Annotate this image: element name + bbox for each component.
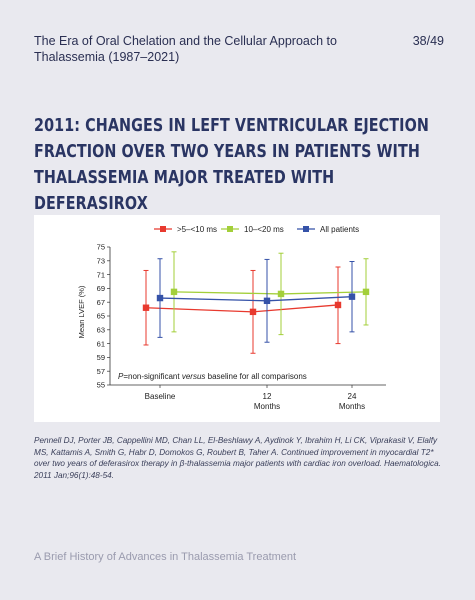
data-point — [170, 288, 178, 296]
y-tick-label: 65 — [97, 312, 105, 321]
y-ticks: 55 57 59 61 63 65 67 69 71 73 75 — [97, 243, 110, 390]
legend-label: >5–<10 ms — [177, 225, 217, 234]
slide-header: The Era of Oral Chelation and the Cellul… — [34, 33, 444, 65]
note-part: P — [118, 372, 124, 381]
chart-panel: >5–<10 ms 10–<20 ms All patients Mean LVEF… — [34, 215, 440, 422]
x-tick-label-sub: Months — [254, 402, 280, 411]
footer-text: A Brief History of Advances in Thalassem… — [34, 551, 297, 563]
data-point — [249, 308, 257, 316]
y-tick-label: 61 — [97, 339, 105, 348]
series-1 — [170, 251, 370, 336]
slide-title: 2011: Changes in left ventricular ejecti… — [34, 116, 429, 214]
note-part: versus — [182, 372, 206, 381]
series-group — [142, 251, 370, 354]
axes — [109, 247, 386, 386]
y-tick-label: 69 — [97, 284, 105, 293]
note-part: =non-significant — [123, 372, 181, 381]
deck-title: The Era of Oral Chelation and the Cellul… — [34, 34, 337, 64]
data-point — [362, 288, 370, 296]
series-line — [145, 304, 339, 313]
x-tick-label: 24 — [348, 392, 357, 401]
series-line — [159, 296, 353, 302]
data-point — [156, 294, 164, 302]
legend: >5–<10 ms 10–<20 ms All patients — [154, 225, 359, 234]
lvef-chart: >5–<10 ms 10–<20 ms All patients Mean LVEF… — [77, 225, 386, 411]
note-part: baseline for all comparisons — [205, 372, 306, 381]
series-0 — [142, 266, 342, 354]
y-tick-label: 55 — [97, 381, 105, 390]
y-axis-label: Mean LVEF (%) — [77, 285, 86, 338]
page-number: 38/49 — [412, 34, 444, 48]
data-point — [277, 290, 285, 298]
legend-label: All patients — [320, 225, 359, 234]
legend-label: 10–<20 ms — [244, 225, 284, 234]
data-point — [334, 301, 342, 309]
y-tick-label: 59 — [97, 353, 105, 362]
x-tick-label-sub: Months — [339, 402, 365, 411]
x-tick-label: 12 — [263, 392, 272, 401]
legend-marker — [160, 226, 166, 232]
series-line — [173, 291, 367, 295]
legend-marker — [303, 226, 309, 232]
data-point — [348, 293, 356, 300]
x-tick-label: Baseline — [145, 392, 176, 401]
legend-marker — [227, 226, 233, 232]
data-point — [142, 304, 150, 311]
y-tick-label: 63 — [97, 326, 105, 335]
y-tick-label: 75 — [97, 243, 105, 252]
data-point — [263, 297, 271, 305]
y-tick-label: 71 — [97, 270, 105, 279]
y-tick-label: 73 — [97, 257, 105, 266]
citation: Pennell DJ, Porter JB, Cappellini MD, Ch… — [34, 436, 441, 480]
significance-note: P=non-significant versus baseline for al… — [118, 372, 307, 381]
y-tick-label: 67 — [97, 298, 105, 307]
y-tick-label: 57 — [97, 367, 105, 376]
series-2 — [156, 258, 356, 343]
